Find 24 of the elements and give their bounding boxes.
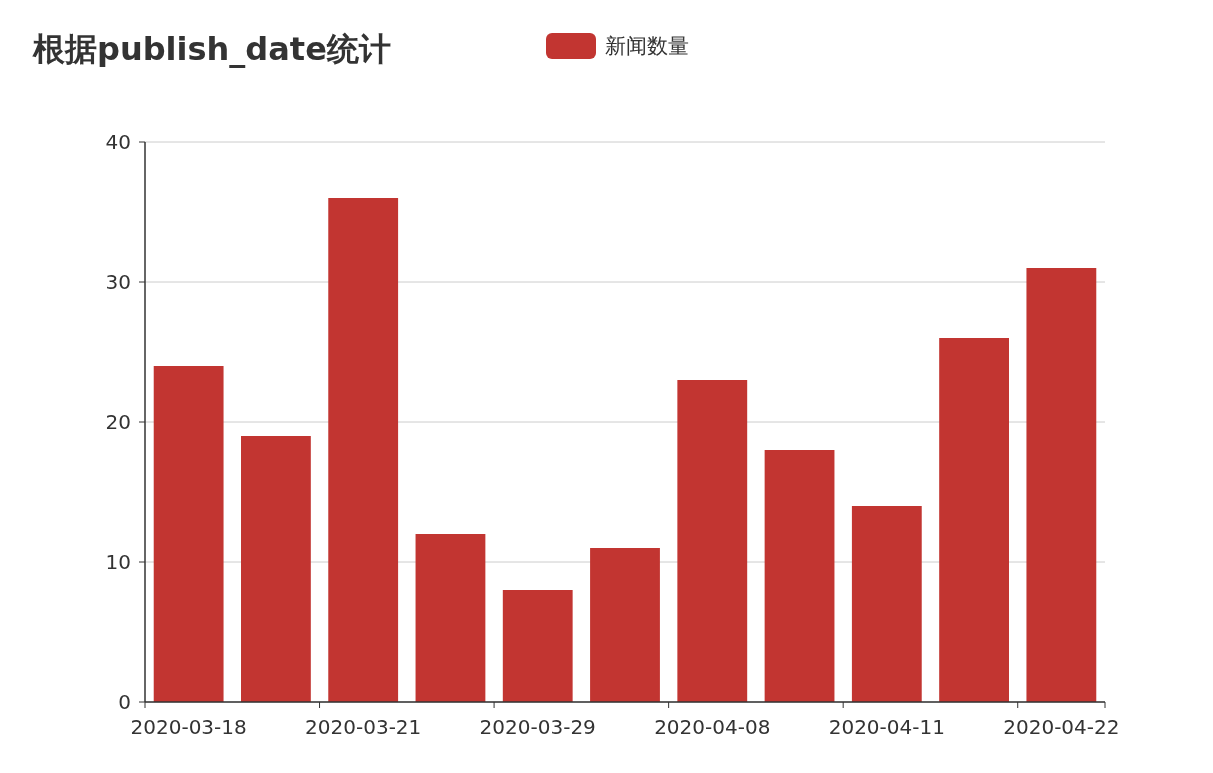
x-tick-label: 2020-03-21 — [305, 715, 422, 739]
y-tick-label: 0 — [118, 690, 131, 714]
bar — [939, 338, 1009, 702]
bar — [851, 506, 922, 702]
x-tick-label: 2020-03-18 — [130, 715, 247, 739]
bar — [1026, 268, 1097, 702]
legend-label: 新闻数量 — [605, 34, 689, 59]
bar — [153, 366, 224, 702]
x-tick-label: 2020-04-11 — [828, 715, 945, 739]
bar — [764, 450, 835, 702]
y-tick-label: 10 — [105, 550, 131, 574]
chart-title: 根据publish_date统计 — [32, 30, 391, 68]
x-tick-label: 2020-03-29 — [479, 715, 596, 739]
bar — [241, 436, 311, 702]
bar — [328, 198, 399, 702]
y-tick-label: 40 — [105, 130, 131, 154]
bar — [502, 590, 573, 702]
bar — [677, 380, 748, 702]
y-tick-label: 20 — [105, 410, 131, 434]
x-tick-label: 2020-04-08 — [654, 715, 771, 739]
x-tick-label: 2020-04-22 — [1003, 715, 1120, 739]
bar — [590, 548, 660, 702]
y-tick-label: 30 — [105, 270, 131, 294]
bar — [415, 534, 486, 702]
